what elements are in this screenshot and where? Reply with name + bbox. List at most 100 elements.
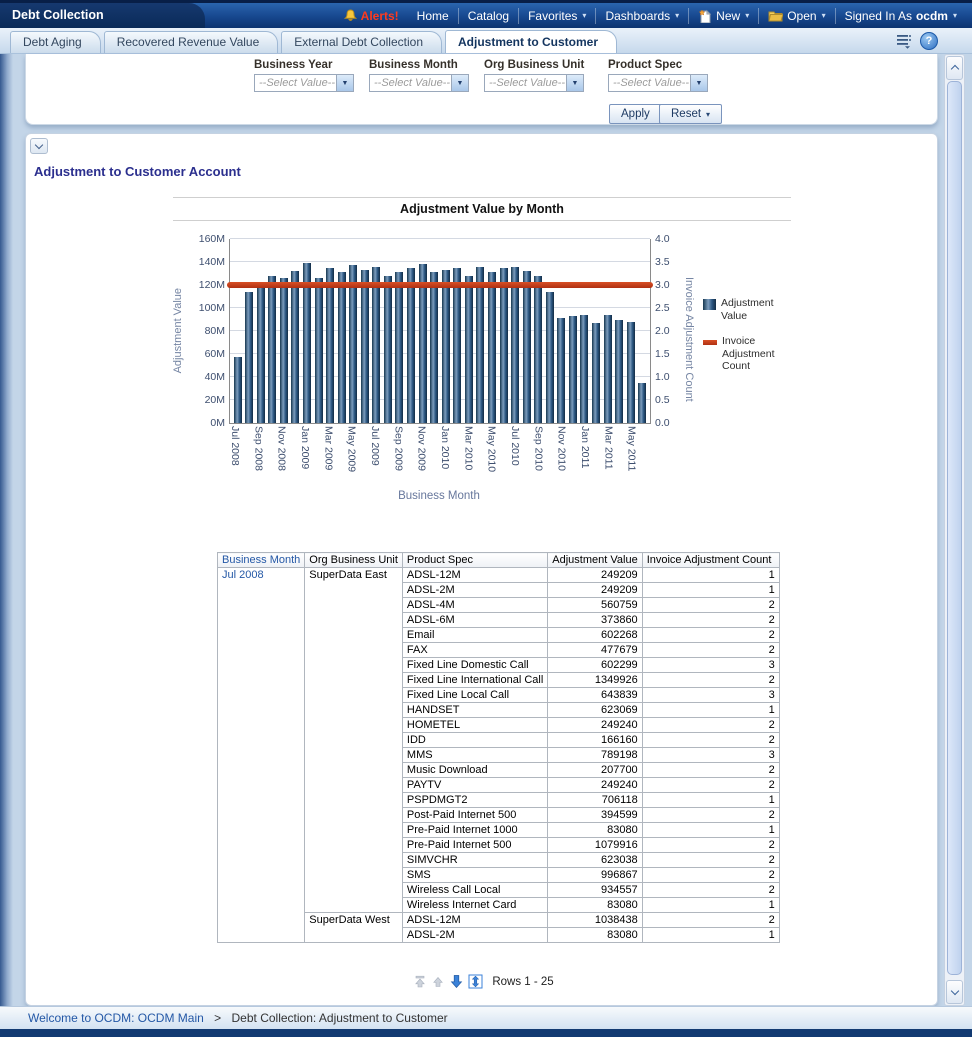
tab-debt-aging[interactable]: Debt Aging [10,31,101,53]
table-row: Post-Paid Internet 500 394599 2 [218,807,780,823]
topbar-item-open[interactable]: Open ▾ [758,7,834,24]
bar-jan-2010[interactable] [441,270,450,423]
bar-jul-2009[interactable] [372,266,381,423]
topbar-item-label: Home [416,8,449,23]
bar-mar-2011[interactable] [603,314,612,423]
product-spec-cell: Music Download [401,762,549,778]
select-org-business-unit[interactable]: --Select Value-- ▼ [484,74,584,92]
bar-sep-2009[interactable] [395,272,404,423]
bar-jul-2010[interactable] [511,266,520,423]
table-row: Email 602268 2 [218,627,780,643]
next-rows-icon[interactable] [449,974,464,989]
scroll-down-button[interactable] [946,980,963,1004]
bar-jan-2011[interactable] [580,314,589,423]
topbar-item-signed-in[interactable]: Signed In As ocdm ▾ [834,7,966,24]
bar-apr-2009[interactable] [337,272,346,423]
bar-feb-2009[interactable] [314,278,323,423]
scrollbar-thumb[interactable] [947,81,962,975]
bar-apr-2011[interactable] [615,319,624,423]
maximum-rows-icon[interactable] [468,974,483,989]
caret-down-icon: ▾ [706,109,711,119]
topbar-item-alerts[interactable]: Alerts! [335,8,408,24]
apply-button[interactable]: Apply [609,104,662,124]
collapse-section-button[interactable] [30,138,48,154]
bar-dec-2010[interactable] [568,316,577,423]
product-spec-cell: Wireless Call Local [401,882,549,898]
dropdown-arrow-icon[interactable]: ▼ [336,75,353,91]
bar-aug-2009[interactable] [383,275,392,423]
bar-feb-2010[interactable] [453,267,462,423]
dropdown-arrow-icon[interactable]: ▼ [451,75,468,91]
bar-nov-2009[interactable] [418,264,427,423]
bar-jun-2011[interactable] [638,382,647,423]
bar-aug-2008[interactable] [245,291,254,423]
chevron-up-icon [950,64,959,74]
topbar-item-new[interactable]: New ▾ [688,7,758,24]
topbar-item-favorites[interactable]: Favorites ▾ [518,7,595,24]
business-month-cell[interactable]: Jul 2008 [216,567,306,943]
y-tick-label: 140M [198,256,225,268]
scroll-up-button[interactable] [946,56,963,80]
dropdown-arrow-icon[interactable]: ▼ [566,75,583,91]
product-spec-cell: HANDSET [401,702,549,718]
product-spec-cell: IDD [401,732,549,748]
bar-feb-2011[interactable] [592,322,600,423]
bar-oct-2008[interactable] [268,275,277,423]
bar-apr-2010[interactable] [476,266,485,423]
x-tick: May 2009 [346,426,369,472]
table-row: ADSL-2M 83080 1 [218,927,780,943]
reset-button[interactable]: Reset ▾ [659,104,723,124]
tab-recovered-revenue-value[interactable]: Recovered Revenue Value [103,31,279,53]
bar-may-2009[interactable] [349,265,358,423]
topbar-item-catalog[interactable]: Catalog [457,7,518,24]
page-options-icon[interactable] [896,34,912,49]
dropdown-arrow-icon[interactable]: ▼ [690,75,707,91]
bar-jun-2010[interactable] [499,267,508,423]
tab-adjustment-to-customer[interactable]: Adjustment to Customer [445,30,618,53]
bar-may-2011[interactable] [626,321,635,423]
invoice-adjustment-count-line[interactable] [227,282,653,288]
new-document-icon [698,8,712,23]
product-spec-cell: Pre-Paid Internet 500 [401,837,549,853]
topbar-item-home[interactable]: Home [408,8,458,24]
topbar-item-dashboards[interactable]: Dashboards ▾ [595,7,688,24]
bar-oct-2009[interactable] [407,267,415,423]
bar-mar-2010[interactable] [464,275,473,423]
select-business-year[interactable]: --Select Value-- ▼ [254,74,354,92]
x-tick-label: May 2011 [625,426,638,472]
breadcrumb-home-link[interactable]: Welcome to OCDM: OCDM Main [28,1011,204,1025]
bar-jan-2009[interactable] [302,263,311,423]
select-value: --Select Value-- [259,77,336,89]
tab-external-debt-collection[interactable]: External Debt Collection [281,31,442,53]
dashboard-title: Debt Collection [0,3,205,28]
previous-rows-icon[interactable] [431,975,445,989]
invoice-adjustment-count-cell: 2 [641,672,780,688]
bar-nov-2008[interactable] [279,278,288,423]
adjustment-value-cell: 706118 [547,792,643,808]
table-row: HANDSET 623069 1 [218,702,780,718]
y-tick-label: 60M [204,348,225,360]
first-page-icon[interactable] [413,975,427,989]
chart-bars [230,239,650,423]
y-tick-label: 100M [198,302,225,314]
org-business-unit-cell: SuperData West [304,912,403,943]
vertical-scrollbar[interactable] [944,54,965,1006]
bar-aug-2010[interactable] [522,271,531,423]
column-header-business-month[interactable]: Business Month [216,552,306,568]
adjustment-value-cell: 934557 [547,882,643,898]
select-product-spec[interactable]: --Select Value-- ▼ [608,74,708,92]
select-business-month[interactable]: --Select Value-- ▼ [369,74,469,92]
bar-may-2010[interactable] [487,272,496,423]
bar-jul-2008[interactable] [233,357,242,423]
bar-dec-2009[interactable] [430,272,439,423]
bar-dec-2008[interactable] [291,271,300,423]
bar-sep-2010[interactable] [534,275,543,423]
help-icon[interactable]: ? [920,32,938,50]
bottom-border-bar [0,1029,972,1037]
bar-sep-2008[interactable] [256,288,265,423]
bar-jun-2009[interactable] [360,270,369,423]
bar-mar-2009[interactable] [326,267,335,423]
x-tick-label: Sep 2008 [252,426,265,471]
bar-oct-2010[interactable] [545,291,554,423]
bar-nov-2010[interactable] [557,318,566,423]
